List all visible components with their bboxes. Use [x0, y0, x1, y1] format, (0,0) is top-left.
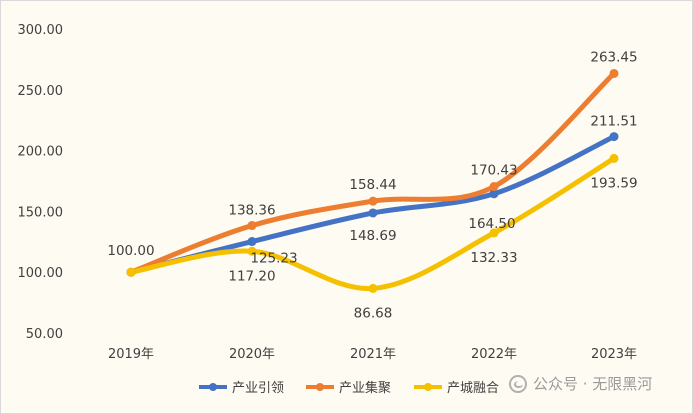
y-tick-label: 150.00 — [18, 205, 64, 220]
legend-swatch-marker — [316, 383, 324, 391]
data-point-industry-cluster — [247, 221, 257, 231]
data-point-industry-lead — [489, 189, 499, 199]
x-axis: 2019年 2020年 2021年 2022年 2023年 — [108, 347, 637, 362]
data-label-city-integration: 132.33 — [470, 250, 517, 266]
legend-label: 产业引领 — [232, 381, 284, 396]
legend-item-city-integration: 产城融合 — [414, 381, 499, 396]
data-label-industry-cluster: 100.00 — [107, 243, 154, 259]
data-point-industry-cluster — [368, 196, 378, 206]
data-point-city-integration — [247, 246, 257, 256]
data-point-city-integration — [368, 283, 378, 293]
y-axis: 50.00 100.00 150.00 200.00 250.00 300.00 — [18, 23, 64, 342]
data-point-industry-lead — [609, 132, 619, 142]
legend-label: 产城融合 — [447, 381, 499, 396]
series-markers — [126, 68, 619, 293]
y-tick-label: 50.00 — [26, 327, 63, 342]
data-labels: 125.23 148.69 164.50 211.51 100.00 138.36 158.… — [107, 49, 637, 321]
data-label-industry-lead: 164.50 — [468, 216, 515, 232]
y-tick-label: 300.00 — [18, 23, 64, 38]
data-point-city-integration — [489, 228, 499, 238]
wechat-icon — [509, 374, 527, 393]
legend: 产业引领 产业集聚 产城融合 — [199, 380, 499, 396]
legend-item-industry-lead: 产业引领 — [199, 381, 284, 396]
data-label-city-integration: 86.68 — [354, 305, 393, 321]
data-label-industry-cluster: 138.36 — [228, 203, 275, 219]
data-point-industry-cluster — [609, 68, 619, 78]
data-label-industry-lead: 148.69 — [349, 228, 396, 244]
data-label-industry-lead: 211.51 — [590, 114, 637, 130]
legend-label: 产业集聚 — [339, 380, 391, 396]
data-label-city-integration: 193.59 — [590, 175, 637, 191]
data-point-industry-lead — [368, 208, 378, 218]
data-label-city-integration: 117.20 — [228, 268, 275, 284]
data-label-industry-cluster: 158.44 — [349, 177, 396, 193]
x-tick-label: 2023年 — [591, 347, 637, 362]
data-label-industry-cluster: 263.45 — [590, 49, 637, 65]
y-tick-label: 100.00 — [18, 266, 64, 281]
x-tick-label: 2021年 — [350, 347, 396, 362]
y-tick-label: 250.00 — [18, 84, 64, 99]
data-label-industry-lead: 125.23 — [250, 251, 297, 267]
x-tick-label: 2020年 — [229, 347, 275, 362]
data-point-city-integration — [126, 267, 136, 277]
x-tick-label: 2022年 — [471, 347, 517, 362]
x-tick-label: 2019年 — [108, 347, 154, 362]
legend-swatch-marker — [209, 383, 217, 391]
y-tick-label: 200.00 — [18, 145, 64, 160]
watermark: 公众号 · 无限黑河 — [509, 373, 652, 394]
legend-swatch-marker — [424, 383, 432, 391]
data-point-city-integration — [609, 153, 619, 163]
data-point-industry-lead — [247, 237, 257, 247]
watermark-text: 公众号 · 无限黑河 — [533, 375, 653, 393]
data-point-industry-cluster — [489, 182, 499, 192]
legend-item-industry-cluster: 产业集聚 — [306, 380, 391, 396]
data-label-industry-cluster: 170.43 — [470, 163, 517, 179]
